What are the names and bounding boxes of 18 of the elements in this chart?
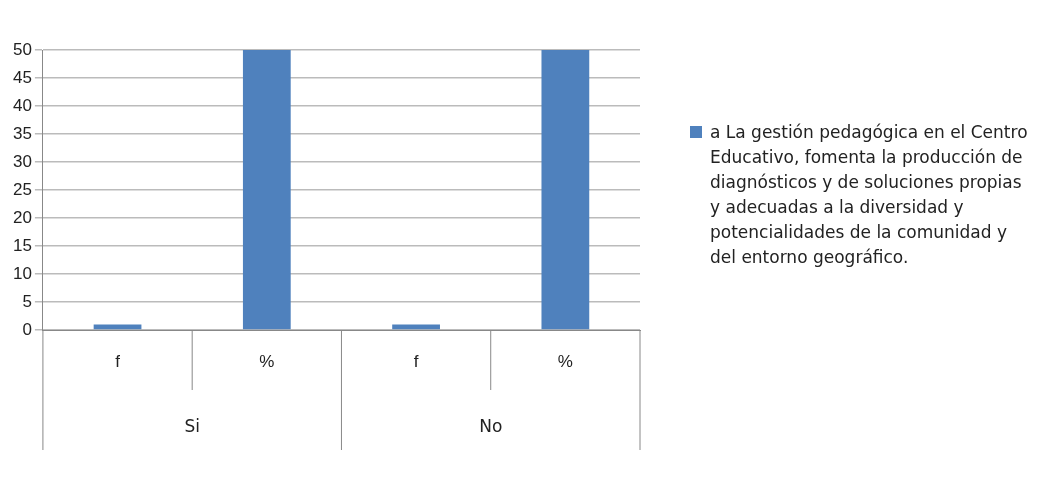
legend-label: a La gestión pedagógica en el Centro Educativo, fomenta la producción de diagnósticos y de soluciones propias y adecuadas a la diversidad y potencialidades de la comunidad y del entorno geográfico. [710,121,1029,269]
y-tick-label: 35 [12,123,32,143]
y-tick-label: 5 [22,291,32,311]
x-tick-label: % [259,351,275,371]
y-tick-label: 0 [22,319,32,339]
x-tick-label: f [413,351,419,371]
x-tick-label: f [115,351,121,371]
y-tick-label: 25 [12,179,32,199]
y-tick-label: 20 [12,207,32,227]
y-tick-label: 30 [12,151,32,171]
x-tick-label: % [557,351,573,371]
text: Si [184,416,200,437]
y-tick-label: 50 [12,39,32,59]
y-tick-label: 10 [12,263,32,283]
text: No [479,416,503,437]
y-tick-label: 45 [12,67,32,87]
y-tick-label: 40 [12,95,32,115]
y-tick-label: 15 [12,235,32,255]
